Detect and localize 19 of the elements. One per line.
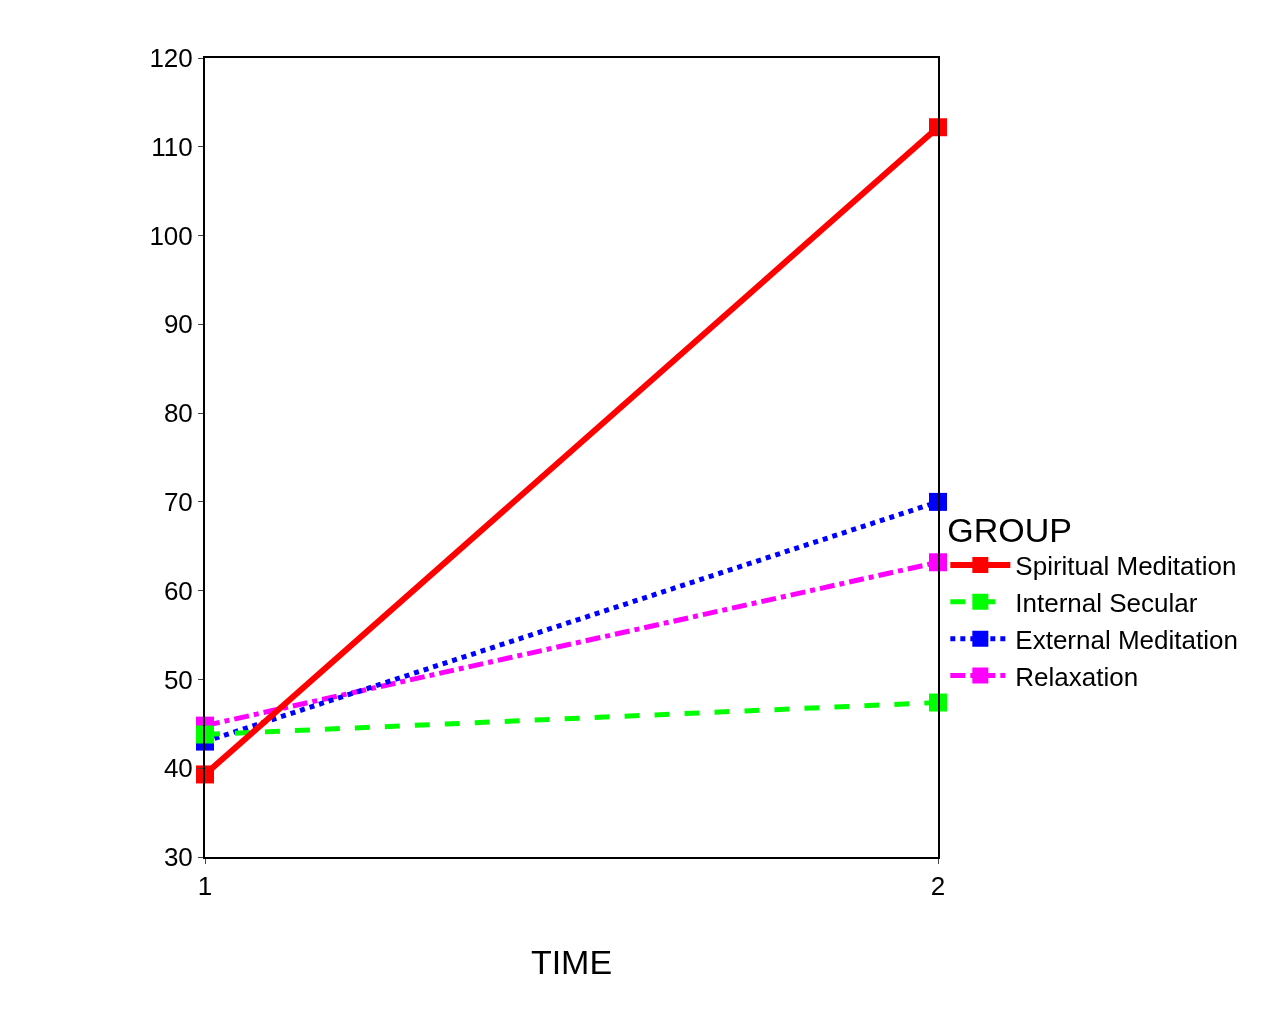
x-axis-title: TIME bbox=[530, 943, 613, 981]
x-tick-label: 1 bbox=[197, 871, 213, 902]
y-tick-label: 90 bbox=[163, 309, 193, 340]
legend-label: Internal Secular bbox=[1015, 587, 1198, 618]
y-tick-label: 80 bbox=[163, 398, 193, 429]
y-tick-label: 70 bbox=[163, 486, 193, 517]
y-tick-label: 120 bbox=[149, 43, 193, 74]
legend-label: Spiritual Meditation bbox=[1015, 551, 1237, 582]
x-tick-label: 2 bbox=[930, 871, 946, 902]
legend-title: GROUP bbox=[947, 510, 1073, 549]
point bbox=[196, 765, 214, 784]
y-tick-label: 40 bbox=[163, 753, 193, 784]
y-tick-label: 30 bbox=[163, 842, 193, 873]
y-tick-label: 110 bbox=[151, 131, 193, 162]
y-tick-label: 100 bbox=[149, 220, 193, 251]
y-tick-label: 60 bbox=[163, 575, 193, 606]
y-tick-label: 50 bbox=[163, 664, 193, 695]
legend-label: Relaxation bbox=[1015, 661, 1139, 692]
legend-label: External Meditation bbox=[1015, 624, 1238, 655]
